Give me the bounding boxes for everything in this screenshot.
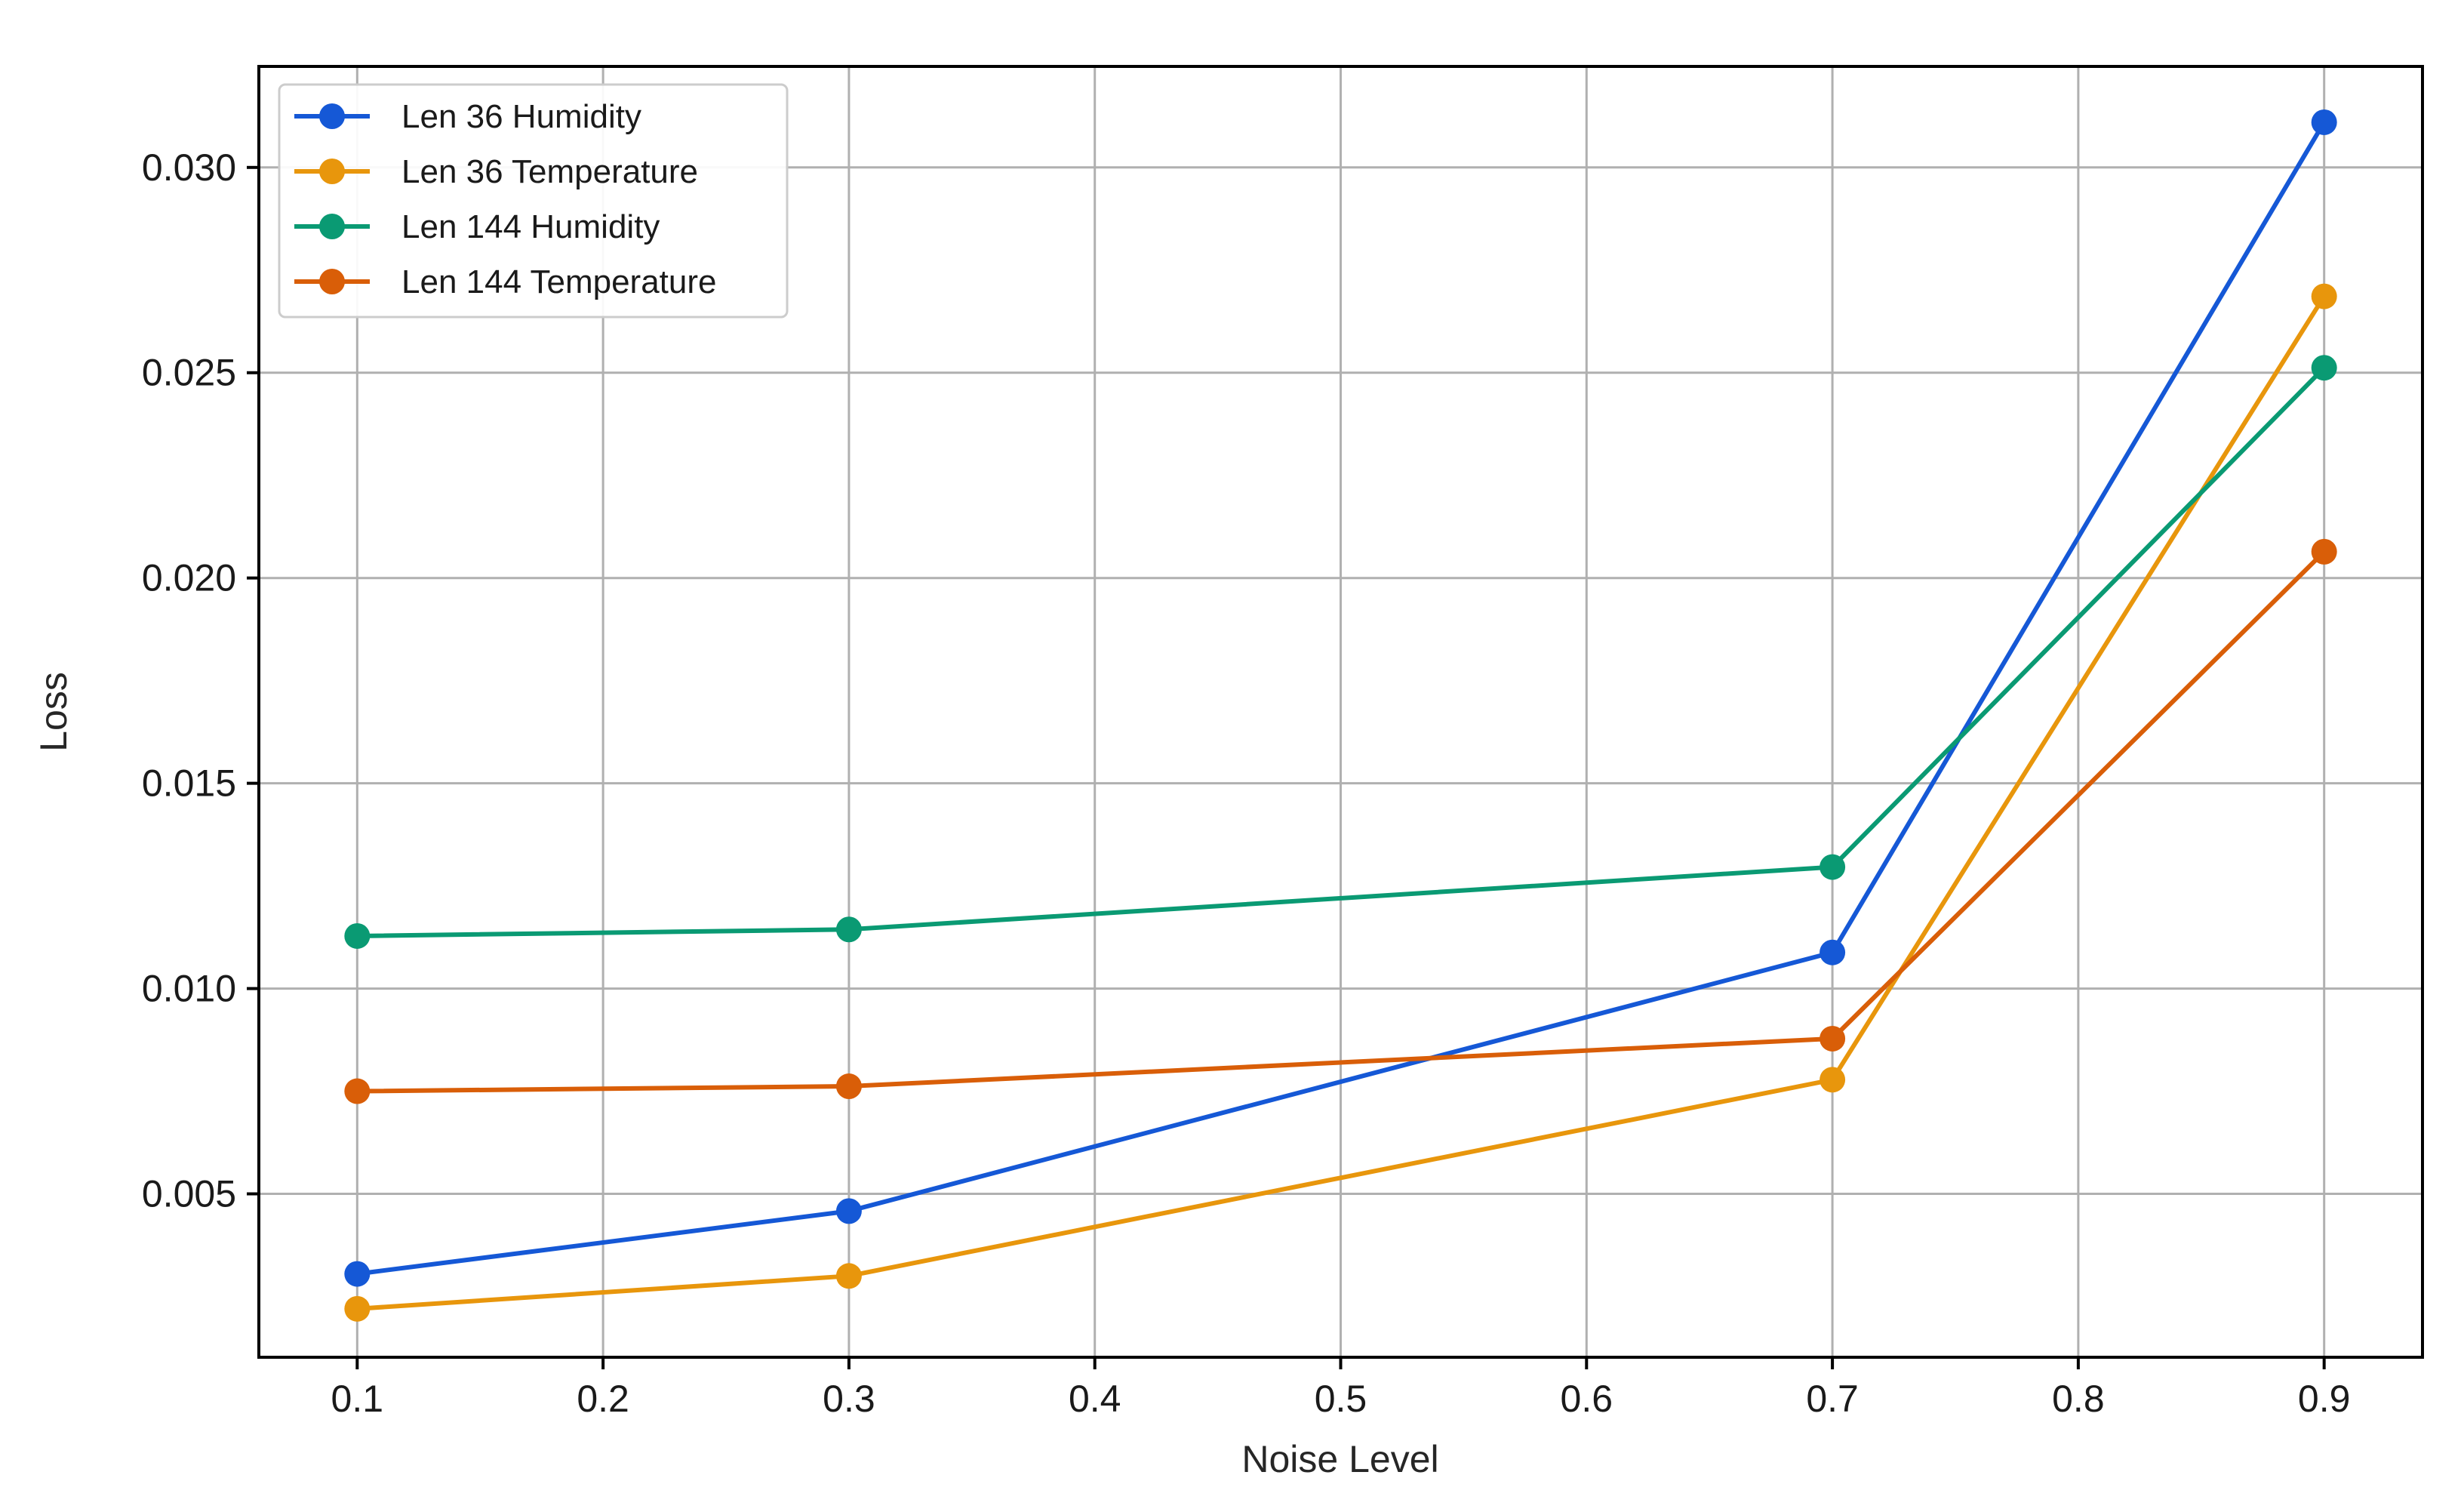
data-point xyxy=(344,1078,371,1104)
data-point xyxy=(344,922,371,949)
legend-item: Len 36 Humidity xyxy=(294,98,641,135)
ticks: 0.1 0.2 0.3 0.4 0.5 0.6 0.7 0.8 0.9 0.005 0.010 0.0… xyxy=(142,146,2351,1420)
x-tick-label: 0.8 xyxy=(2052,1378,2105,1420)
legend-item: Len 36 Temperature xyxy=(294,153,698,190)
x-tick-label: 0.1 xyxy=(331,1378,384,1420)
legend-label: Len 144 Humidity xyxy=(401,208,660,245)
data-point xyxy=(835,1263,862,1289)
x-tick-label: 0.9 xyxy=(2298,1378,2351,1420)
series-line xyxy=(356,121,2327,1276)
data-point xyxy=(344,1295,371,1322)
x-tick-label: 0.6 xyxy=(1561,1378,1613,1420)
series-len-144-temperature xyxy=(344,538,2337,1104)
x-axis-title: Noise Level xyxy=(1241,1438,1438,1480)
series-layer xyxy=(344,109,2337,1322)
legend-label: Len 36 Temperature xyxy=(401,153,698,190)
x-tick-label: 0.4 xyxy=(1069,1378,1121,1420)
series-len-36-humidity xyxy=(344,109,2337,1287)
data-point xyxy=(835,1073,862,1100)
y-tick-label: 0.010 xyxy=(142,968,236,1010)
legend-item: Len 144 Temperature xyxy=(294,263,716,300)
series-line xyxy=(357,294,2327,1311)
grid xyxy=(259,66,2422,1357)
legend-swatch-marker xyxy=(319,103,345,129)
data-point xyxy=(1820,1025,1846,1052)
x-tick-label: 0.5 xyxy=(1315,1378,1367,1420)
y-tick-label: 0.020 xyxy=(142,557,236,599)
y-tick-label: 0.005 xyxy=(142,1173,236,1215)
legend-swatch-marker xyxy=(319,159,345,184)
data-point xyxy=(2311,109,2337,135)
x-tick-label: 0.3 xyxy=(823,1378,875,1420)
data-point xyxy=(2311,538,2337,565)
y-tick-label: 0.015 xyxy=(142,762,236,805)
y-tick-label: 0.025 xyxy=(142,352,236,394)
legend-frame xyxy=(278,83,789,319)
legend-swatch-marker xyxy=(319,269,345,294)
data-point xyxy=(344,1261,371,1287)
data-point xyxy=(835,1198,862,1224)
data-point xyxy=(835,916,862,943)
series-line xyxy=(357,550,2326,1094)
data-point xyxy=(2311,355,2337,381)
y-axis-title: Loss xyxy=(32,672,75,752)
x-tick-label: 0.7 xyxy=(1806,1378,1859,1420)
series-line xyxy=(357,366,2326,938)
legend-swatch-marker xyxy=(319,214,345,239)
legend-label: Len 36 Humidity xyxy=(401,98,641,135)
y-tick-label: 0.030 xyxy=(142,146,236,189)
legend-label: Len 144 Temperature xyxy=(401,263,716,300)
legend-item: Len 144 Humidity xyxy=(294,208,660,245)
data-point xyxy=(2311,283,2337,309)
series-len-36-temperature xyxy=(344,283,2337,1322)
series-len-144-humidity xyxy=(344,355,2337,949)
legend: Len 36 Humidity Len 36 Temperature Len 144… xyxy=(278,83,789,319)
data-point xyxy=(1820,854,1846,880)
data-point xyxy=(1820,1067,1846,1093)
x-tick-label: 0.2 xyxy=(577,1378,629,1420)
data-point xyxy=(1820,939,1846,965)
